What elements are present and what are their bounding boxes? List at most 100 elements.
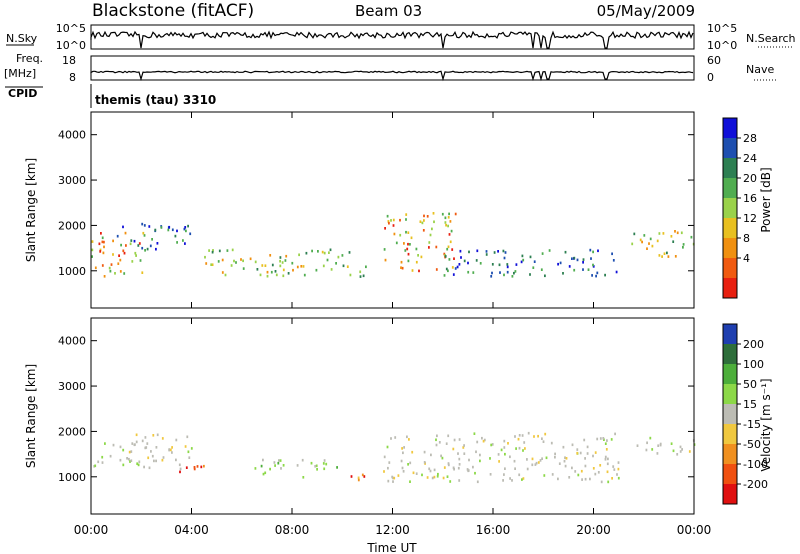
data-cell: [594, 472, 597, 476]
data-cell: [407, 252, 410, 256]
data-cell: [421, 473, 423, 477]
data-cell: [171, 228, 174, 232]
data-cell: [526, 467, 529, 471]
data-cell: [403, 446, 405, 449]
data-cell: [129, 460, 131, 463]
data-cell: [384, 227, 386, 230]
colorbar-swatch: [723, 324, 737, 345]
data-cell: [491, 443, 494, 446]
y-tick-label: 3000: [58, 174, 86, 187]
data-cell: [482, 439, 485, 443]
data-cell: [411, 269, 414, 272]
data-cell: [135, 254, 137, 257]
data-cell: [409, 243, 411, 246]
data-cell: [433, 468, 436, 472]
data-cell: [423, 214, 425, 218]
data-cell: [676, 453, 679, 456]
colorbar-swatch: [723, 178, 737, 199]
data-cell: [535, 461, 538, 465]
data-cell: [467, 270, 470, 274]
data-cell: [584, 464, 587, 468]
velocity-colorbar-label: Velocity [m s⁻¹]: [759, 378, 773, 471]
data-cell: [174, 234, 177, 238]
data-cell: [428, 467, 431, 471]
data-cell: [141, 439, 144, 443]
data-cell: [144, 436, 147, 439]
data-cell: [592, 467, 595, 470]
data-cell: [190, 447, 193, 450]
data-cell: [302, 265, 305, 268]
colorbar-swatch: [723, 158, 737, 179]
data-cell: [489, 473, 492, 476]
data-cell: [490, 275, 493, 278]
data-cell: [580, 469, 583, 473]
data-cell: [399, 218, 401, 222]
data-cell: [301, 458, 304, 462]
data-cell: [395, 241, 398, 245]
data-cell: [93, 465, 96, 468]
data-cell: [522, 258, 525, 262]
data-cell: [457, 452, 459, 455]
data-cell: [274, 270, 277, 273]
data-cell: [571, 466, 573, 470]
data-cell: [404, 249, 407, 252]
data-cell: [437, 472, 439, 476]
data-cell: [103, 240, 105, 244]
data-cell: [168, 448, 171, 452]
data-cell: [135, 433, 138, 437]
data-cell: [383, 470, 385, 473]
data-cell: [472, 271, 475, 274]
data-cell: [406, 247, 409, 251]
data-cell: [211, 250, 214, 254]
data-cell: [440, 454, 442, 458]
data-cell: [582, 258, 585, 261]
data-cell: [221, 271, 224, 274]
colorbar-tick-label: -200: [743, 478, 768, 491]
data-cell: [574, 470, 577, 473]
data-cell: [564, 464, 567, 468]
data-cell: [120, 243, 122, 247]
data-cell: [315, 464, 318, 468]
data-cell: [541, 252, 544, 255]
data-cell: [271, 263, 274, 267]
data-cell: [231, 248, 234, 252]
data-cell: [291, 261, 294, 265]
data-cell: [386, 214, 389, 218]
data-cell: [674, 255, 677, 258]
colorbar-swatch: [723, 484, 737, 505]
data-cell: [541, 457, 543, 460]
nsearch-tick-bottom: 10^0: [707, 39, 737, 52]
data-cell: [607, 457, 609, 461]
data-cell: [300, 265, 303, 268]
data-cell: [260, 464, 263, 468]
data-cell: [659, 443, 662, 447]
time-axis-label: Time UT: [366, 541, 417, 554]
data-cell: [646, 441, 648, 445]
data-cell: [542, 440, 545, 443]
data-cell: [128, 450, 131, 454]
data-cell: [323, 459, 326, 462]
data-cell: [545, 456, 548, 460]
data-cell: [604, 273, 606, 277]
data-cell: [672, 449, 675, 453]
data-cell: [349, 273, 352, 277]
data-cell: [407, 242, 409, 246]
data-cell: [403, 242, 405, 245]
data-cell: [458, 438, 461, 441]
data-cell: [584, 457, 586, 460]
data-cell: [314, 465, 317, 468]
data-cell: [139, 259, 142, 262]
freq-panel-frame: [90, 55, 695, 81]
y-tick-label: 1000: [58, 471, 86, 484]
data-cell: [233, 259, 235, 263]
data-cell: [365, 265, 367, 269]
data-cell: [587, 268, 590, 271]
data-cell: [435, 268, 438, 271]
data-cell: [329, 248, 332, 252]
data-cell: [240, 258, 242, 261]
y-tick-label: 3000: [58, 380, 86, 393]
data-cell: [607, 480, 610, 484]
data-cell: [503, 439, 506, 443]
data-cell: [568, 265, 571, 268]
data-cell: [269, 467, 271, 471]
